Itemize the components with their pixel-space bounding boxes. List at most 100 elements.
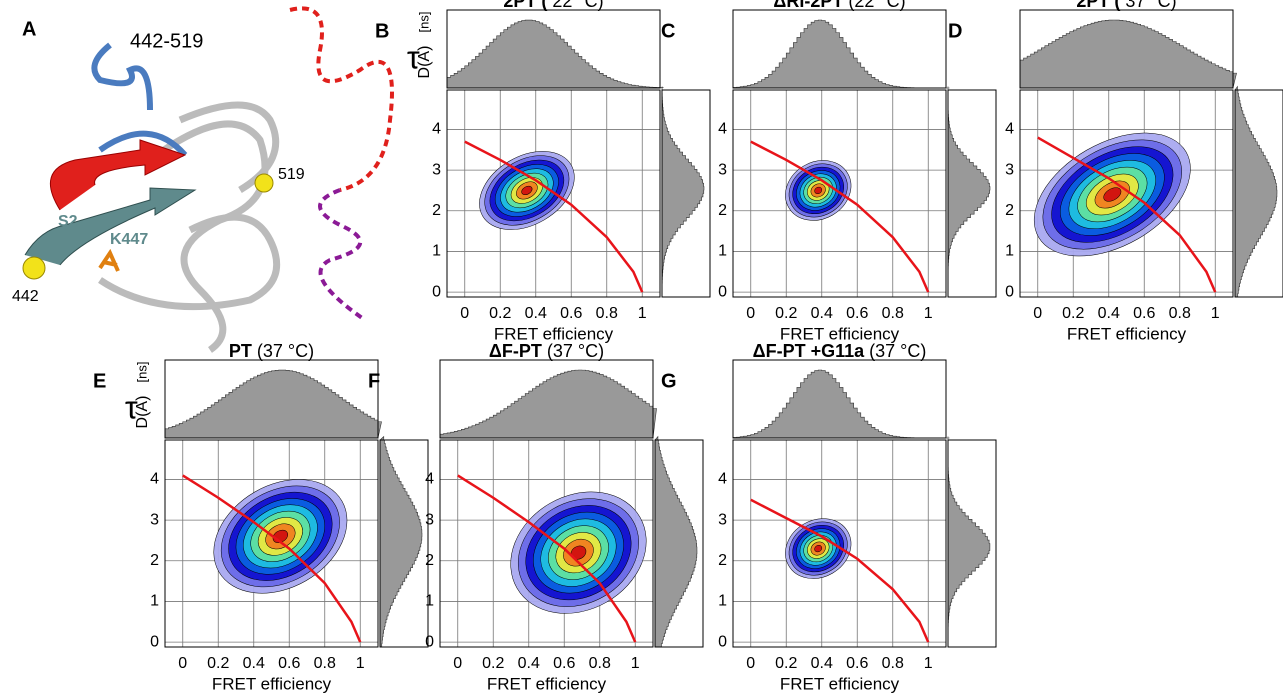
y-tick-label: 4 [1005,121,1014,138]
static-fret-line [750,140,930,293]
x-tick-label: 0.4 [243,655,265,672]
y-tick-label: 0 [1005,283,1014,300]
histogram-frame [732,9,947,89]
histogram-frame [446,9,661,89]
y-tick-label: 0 [718,283,727,300]
x-tick-label: 1 [1211,305,1220,322]
static-fret-line [457,474,637,643]
strand-teal [24,187,197,266]
panel: 0 0.2 0.4 0.6 0.8 1 0 1 2 3 4 C ΔRI-2PT (22 °C) FRET e… [661,0,997,343]
histogram-frame [164,359,379,439]
anchor-442 [22,256,46,280]
title-rest: (37 °C) [869,341,926,361]
y-tick-label: 2 [425,552,434,569]
x-tick-label: 1 [631,655,640,672]
y-tick-label: 4 [718,121,727,138]
x-tick-label: 0.6 [846,305,868,322]
x-tick-label: 0.6 [278,655,300,672]
x-axis-label: FRET efficiency [780,674,900,693]
histogram-right [947,436,991,648]
y-axis-symbol: τ [407,39,420,75]
panel: 0 0.2 0.4 0.6 0.8 1 0 1 2 3 4 F ΔF-PT (37 °C) FRET eff… [368,341,704,693]
x-tick-label: 0.2 [207,655,229,672]
x-tick-label: 0.8 [882,305,904,322]
title-bold: 2PT ( [503,0,547,11]
x-tick-label: 0.6 [1133,305,1155,322]
histogram-top [732,369,950,439]
x-tick-label: 0.8 [1169,305,1191,322]
x-tick-label: 0.2 [489,305,511,322]
x-tick-label: 1 [638,305,647,322]
x-tick-label: 0 [1033,305,1042,322]
x-tick-label: 0.2 [1062,305,1084,322]
x-tick-label: 0.4 [811,305,833,322]
title-bold: PT [229,341,252,361]
x-tick-label: 0.2 [775,655,797,672]
plot-frame [439,439,654,648]
x-tick-label: 1 [924,305,933,322]
y-tick-label: 2 [718,202,727,219]
x-tick-label: 1 [924,655,933,672]
panel: 0 0.2 0.4 0.6 0.8 1 0 1 2 3 4 G ΔF-PT +G11a (37 °C) FR… [661,341,997,693]
y-tick-label: 2 [1005,202,1014,219]
panel-letter: D [948,20,962,42]
x-tick-label: 0.6 [846,655,868,672]
histogram-top [164,369,382,439]
y-tick-label: 2 [150,552,159,569]
histogram-right [661,86,705,298]
linker-red [289,6,394,192]
x-tick-label: 0.8 [314,655,336,672]
histogram-frame [654,439,704,648]
histogram-right [947,86,991,298]
x-tick-label: 0.4 [518,655,540,672]
y-tick-label: 0 [432,283,441,300]
plot-frame [732,89,947,298]
y-tick-label: 3 [425,511,434,528]
static-fret-line [750,498,930,643]
histogram-right [1234,85,1278,298]
title-bold: ΔF-PT +G11a [753,341,865,361]
histogram-right [654,435,698,648]
residue-label: 442 [12,288,39,305]
histogram-top [732,19,950,89]
x-axis-label: FRET efficiency [780,324,900,343]
panel-title: ΔRI-2PT (22 °C) [773,0,905,11]
plot-frame [1019,89,1234,298]
panel-letter: G [661,370,677,392]
title-rest: 22 °C) [552,0,603,11]
histogram-top [1019,19,1237,89]
title-bold: ΔF-PT [489,341,542,361]
panel-letter: A [22,18,36,40]
static-fret-line [182,474,362,643]
y-tick-label: 1 [718,243,727,260]
x-tick-label: 0.6 [560,305,582,322]
histogram-frame [947,439,997,648]
title-bold: 2PT ( [1076,0,1120,11]
y-tick-label: 3 [718,161,727,178]
y-tick-label: 3 [432,161,441,178]
y-tick-label: 1 [425,593,434,610]
y-tick-label: 0 [425,633,434,650]
residue-label: K447 [110,231,148,248]
y-axis-unit: [ns] [416,12,431,33]
y-tick-label: 3 [718,511,727,528]
x-tick-label: 0.4 [525,305,547,322]
y-tick-label: 3 [1005,161,1014,178]
y-tick-label: 4 [718,471,727,488]
strand-label: S2 [58,213,78,230]
y-tick-label: 1 [718,593,727,610]
protein-ribbon [98,101,281,353]
panel-title: 2PT ( 22 °C) [503,0,603,11]
contour-level [521,185,533,196]
y-tick-label: 0 [718,633,727,650]
contour-level [1103,187,1122,202]
y-tick-label: 4 [432,121,441,138]
panel-letter: C [661,20,675,42]
histogram-frame [379,439,429,648]
title-bold: ΔRI-2PT [773,0,843,11]
x-tick-label: 1 [356,655,365,672]
histogram-right [379,435,423,648]
y-tick-label: 1 [432,243,441,260]
x-tick-label: 0.8 [589,655,611,672]
x-tick-label: 0.4 [811,655,833,672]
